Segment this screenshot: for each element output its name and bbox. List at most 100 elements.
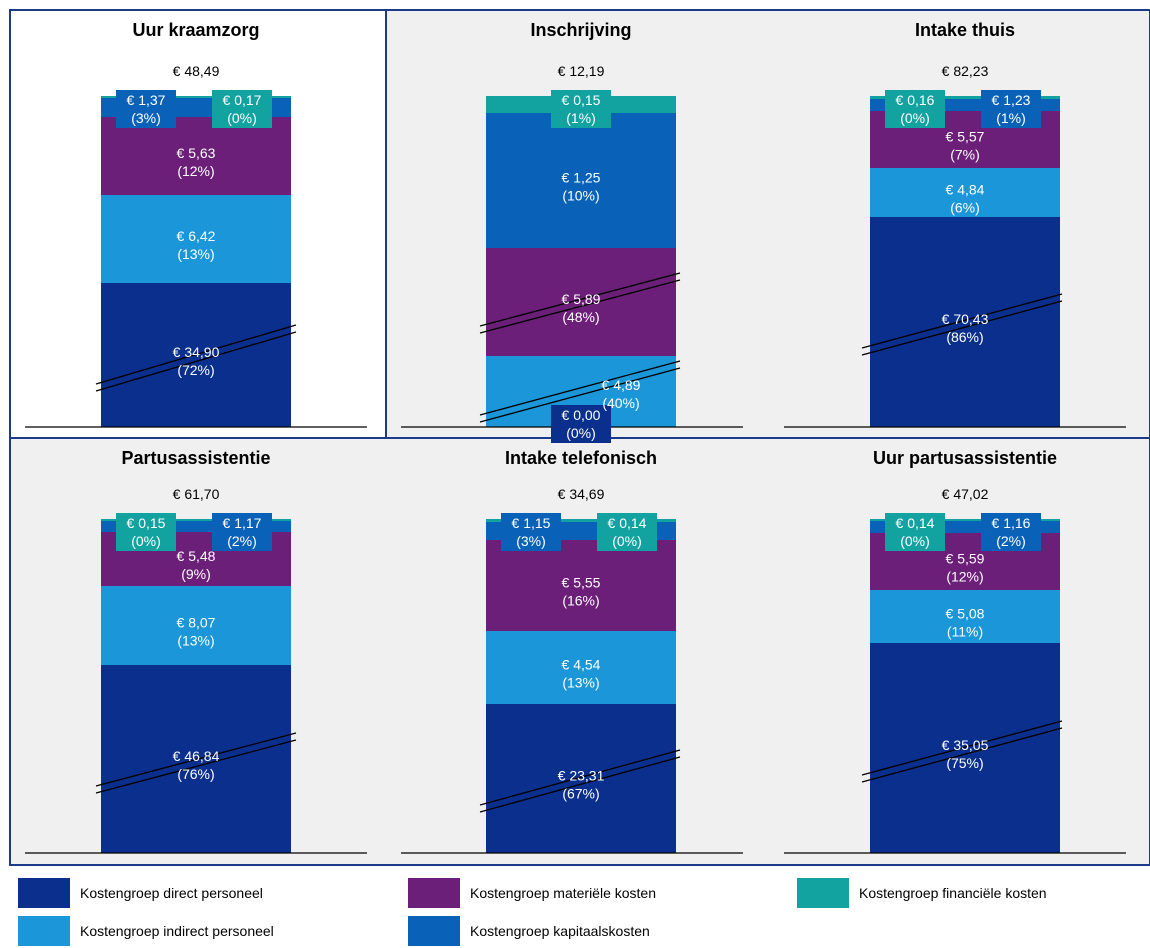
data-label-percent: (10%) <box>562 188 599 204</box>
axis-break-mark <box>861 300 1063 356</box>
axis-break-mark <box>861 727 1063 783</box>
data-label-percent: (6%) <box>950 200 980 216</box>
axis-break-mark <box>479 272 681 327</box>
total-label: € 47,02 <box>942 486 989 502</box>
legend-label-indirect: Kostengroep indirect personeel <box>80 923 274 939</box>
bar-segment-direct <box>870 217 1060 427</box>
legend-label-direct: Kostengroep direct personeel <box>80 885 263 901</box>
data-label-box <box>981 513 1041 551</box>
bar-segment-financieel <box>486 519 676 522</box>
data-label-percent: (48%) <box>562 309 599 325</box>
data-label-value: € 34,90 <box>173 344 220 360</box>
data-label-percent: (0%) <box>900 110 930 126</box>
data-label-box <box>501 513 561 551</box>
data-label-value: € 8,07 <box>177 615 216 631</box>
axis-break-mark <box>479 279 681 334</box>
legend-item-materieel: Kostengroep materiële kosten <box>408 878 656 908</box>
data-label-value: € 0,15 <box>127 515 166 531</box>
legend-item-financieel: Kostengroep financiële kosten <box>797 878 1047 908</box>
bar-segment-materieel <box>486 540 676 631</box>
data-label-value: € 1,16 <box>992 515 1031 531</box>
chart-title: Partusassistentie <box>121 448 270 468</box>
data-label-percent: (0%) <box>612 533 642 549</box>
data-label-percent: (0%) <box>227 110 257 126</box>
data-label-value: € 5,59 <box>946 551 985 567</box>
total-label: € 48,49 <box>173 63 220 79</box>
chart-title: Uur kraamzorg <box>132 20 259 40</box>
data-label-percent: (11%) <box>947 624 983 640</box>
data-label-box <box>212 513 272 551</box>
legend-item-indirect: Kostengroep indirect personeel <box>18 916 274 946</box>
data-label-value: € 4,54 <box>562 657 601 673</box>
axis-break-mark <box>479 360 681 416</box>
chart-grid: Uur kraamzorg € 48,49 € 34,90 (72%) € 6,42 (1… <box>9 9 1150 866</box>
data-label-percent: (16%) <box>562 593 599 609</box>
data-label-value: € 70,43 <box>942 311 989 327</box>
data-label-box <box>981 90 1041 128</box>
data-label-percent: (76%) <box>177 766 214 782</box>
data-label-box <box>212 90 272 128</box>
chart-title: Intake thuis <box>915 20 1015 40</box>
bar-segment-financieel <box>101 96 291 98</box>
total-label: € 82,23 <box>942 63 989 79</box>
axis-break-mark <box>95 331 297 392</box>
legend-label-kapitaal: Kostengroep kapitaalskosten <box>470 923 650 939</box>
chart-panel: Intake telefonisch € 34,69 € 23,31 (67%) € 4… <box>401 448 743 854</box>
chart-title: Inschrijving <box>530 20 631 40</box>
data-label-box <box>885 513 945 551</box>
data-label-value: € 5,48 <box>177 548 216 564</box>
bar-segment-indirect <box>486 631 676 704</box>
legend: Kostengroep direct personeel Kostengroep… <box>0 874 1150 948</box>
data-label-value: € 5,89 <box>562 291 601 307</box>
total-label: € 34,69 <box>558 486 605 502</box>
axis-break-mark <box>95 732 297 787</box>
axis-break-mark <box>479 367 681 423</box>
data-label-value: € 0,00 <box>562 407 601 423</box>
axis-break-mark <box>479 756 681 813</box>
data-label-value: € 1,23 <box>992 92 1031 108</box>
bar-segment-financieel <box>870 96 1060 99</box>
legend-swatch-materieel <box>408 878 460 908</box>
data-label-value: € 23,31 <box>558 768 605 784</box>
data-label-box <box>885 90 945 128</box>
data-label-percent: (86%) <box>946 329 983 345</box>
data-label-value: € 5,63 <box>177 145 216 161</box>
data-label-box <box>116 90 176 128</box>
data-label-percent: (67%) <box>562 786 599 802</box>
chart-panel: Partusassistentie € 61,70 € 46,84 (76%) € 8,… <box>25 448 367 854</box>
data-label-percent: (13%) <box>562 675 599 691</box>
bar-segment-indirect <box>101 195 291 283</box>
data-label-percent: (72%) <box>177 362 214 378</box>
chart-title: Uur partusassistentie <box>873 448 1057 468</box>
bar-segment-financieel <box>870 519 1060 521</box>
data-label-box <box>597 513 657 551</box>
data-label-percent: (0%) <box>900 533 930 549</box>
bar-segment-financieel <box>101 519 291 521</box>
total-label: € 61,70 <box>173 486 220 502</box>
bar-segment-direct <box>486 704 676 853</box>
axis-break-mark <box>861 720 1063 776</box>
data-label-percent: (40%) <box>602 395 639 411</box>
data-label-percent: (12%) <box>946 569 983 585</box>
data-label-percent: (0%) <box>566 425 596 441</box>
data-label-percent: (2%) <box>996 533 1026 549</box>
data-label-percent: (7%) <box>950 147 980 163</box>
legend-swatch-financieel <box>797 878 849 908</box>
bar-segment-indirect <box>101 586 291 665</box>
data-label-value: € 4,89 <box>602 377 641 393</box>
legend-label-financieel: Kostengroep financiële kosten <box>859 885 1047 901</box>
data-label-box <box>116 513 176 551</box>
data-label-value: € 5,55 <box>562 575 601 591</box>
legend-swatch-kapitaal <box>408 916 460 946</box>
data-label-percent: (75%) <box>946 755 983 771</box>
data-label-percent: (0%) <box>131 533 161 549</box>
data-label-percent: (1%) <box>996 110 1026 126</box>
data-label-percent: (13%) <box>177 633 214 649</box>
chart-panel: Inschrijving € 12,19 € 0,00 (0%) € 4,89 (40%)… <box>401 20 743 443</box>
axis-break-mark <box>95 324 297 385</box>
data-label-value: € 5,08 <box>946 606 985 622</box>
chart-panel: Uur partusassistentie € 47,02 € 35,05 (75%)… <box>784 448 1126 854</box>
data-label-value: € 1,37 <box>127 92 166 108</box>
bar-segment-indirect <box>870 590 1060 643</box>
axis-break-mark <box>861 293 1063 349</box>
